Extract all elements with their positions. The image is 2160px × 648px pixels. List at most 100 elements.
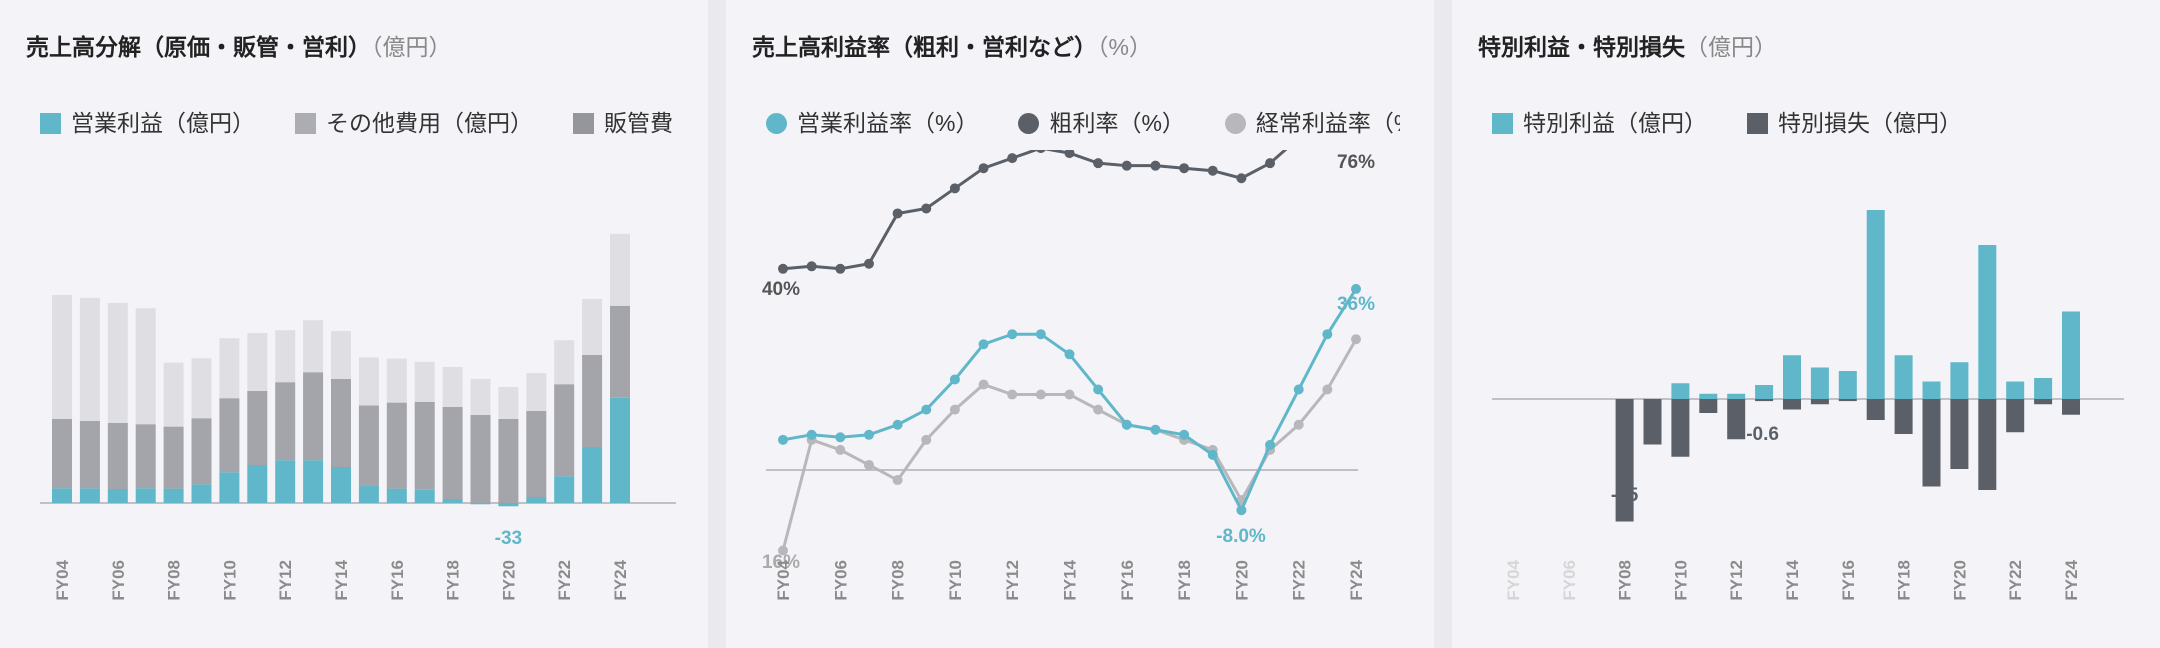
point-operating-margin	[806, 429, 817, 440]
legend: 特別利益（億円） 特別損失（億円）	[1466, 104, 2126, 140]
bar-operating-profit	[275, 460, 296, 503]
bar-operating-profit	[498, 503, 519, 507]
legend-swatch	[1018, 113, 1040, 134]
point-gross-margin	[1036, 150, 1046, 154]
point-ordinary-margin	[1093, 404, 1104, 415]
legend-item-extraordinary-gain[interactable]: 特別利益（億円）	[1492, 104, 1707, 138]
point-ordinary-margin	[978, 379, 989, 390]
x-tick-label: FY04	[774, 559, 793, 600]
legend-item-extraordinary-loss[interactable]: 特別損失（億円）	[1747, 104, 1962, 138]
x-tick-label: FY12	[1003, 560, 1022, 601]
bar-operating-profit	[163, 488, 184, 503]
legend-item-sga[interactable]: 販管費	[573, 104, 673, 138]
x-tick-label: FY16	[1118, 560, 1137, 601]
x-tick-label: FY10	[946, 560, 965, 601]
bar-extraordinary-gain	[2006, 381, 2025, 399]
legend-item-other-costs[interactable]: その他費用（億円）	[295, 104, 533, 138]
bar-extraordinary-gain	[1894, 355, 1913, 399]
x-tick-label: FY16	[388, 560, 407, 601]
bar-extraordinary-gain	[1866, 210, 1885, 399]
point-ordinary-margin	[1351, 334, 1361, 345]
bar-operating-profit	[52, 488, 72, 503]
point-operating-margin	[1007, 329, 1018, 340]
bar-other-costs	[358, 405, 379, 486]
point-ordinary-margin	[1064, 389, 1075, 400]
x-tick-label: FY18	[1175, 560, 1194, 601]
bar-sga	[247, 333, 268, 391]
bar-extraordinary-loss	[1894, 399, 1913, 434]
point-ordinary-margin	[778, 545, 788, 556]
legend-item-operating-margin[interactable]: 営業利益率（%）	[766, 104, 978, 138]
x-tick-label: FY22	[555, 560, 574, 601]
bar-other-costs	[470, 415, 491, 503]
legend-item-ordinary-margin[interactable]: 経常利益率（%	[1224, 104, 1400, 138]
bar-other-costs	[386, 402, 407, 489]
point-operating-margin	[1179, 429, 1190, 440]
bar-extraordinary-gain	[1978, 245, 1997, 399]
point-gross-margin	[1093, 158, 1104, 169]
revenue-breakdown-chart: -33 FY04 FY06 FY08 FY10 FY12 FY14 FY16 FY18 FY20 F…	[40, 233, 676, 601]
bar-operating-profit	[554, 476, 575, 503]
bar-other-costs	[414, 401, 435, 490]
point-operating-margin	[1265, 439, 1276, 450]
bar-sga	[470, 379, 491, 415]
bar-other-costs	[191, 418, 212, 485]
legend-item-operating-profit[interactable]: 営業利益（億円）	[40, 104, 255, 138]
bar-operating-profit	[303, 460, 324, 503]
bar-other-costs	[610, 305, 630, 398]
bar-sga	[275, 330, 296, 383]
x-tick-label: FY24	[611, 559, 630, 600]
x-tick-label: FY20	[1232, 560, 1251, 601]
x-tick-label: FY08	[1616, 560, 1635, 601]
point-ordinary-margin	[1035, 389, 1046, 400]
bar-operating-profit	[219, 472, 240, 503]
x-tick-label: FY22	[1290, 560, 1309, 601]
point-operating-margin	[1236, 505, 1247, 516]
point-gross-margin	[863, 258, 874, 269]
bar-extraordinary-loss	[1643, 399, 1662, 445]
bar-extraordinary-loss	[1783, 399, 1801, 410]
data-label: 40%	[762, 279, 800, 300]
bar-other-costs	[526, 411, 547, 497]
bar-sga	[163, 362, 184, 427]
bar-extraordinary-loss	[2034, 399, 2053, 405]
legend-item-gross-margin[interactable]: 粗利率（%）	[1018, 104, 1185, 138]
point-operating-margin	[892, 419, 903, 430]
x-tick-label: FY24	[2062, 559, 2081, 600]
chart-title: 売上高分解（原価・販管・営利）（億円）	[26, 34, 452, 60]
bar-extraordinary-loss	[1866, 399, 1885, 420]
bar-sga	[107, 303, 128, 423]
point-gross-margin	[806, 261, 817, 272]
bar-operating-profit	[526, 497, 547, 503]
bar-other-costs	[303, 372, 324, 461]
point-gross-margin	[949, 183, 960, 194]
x-tick-label: FY14	[1061, 559, 1080, 600]
legend-swatch	[1747, 113, 1768, 134]
point-ordinary-margin	[1007, 389, 1018, 400]
x-tick-label: FY04	[53, 559, 72, 600]
point-operating-margin	[1035, 329, 1046, 340]
point-operating-margin	[778, 434, 788, 445]
data-label: 16%	[762, 552, 800, 573]
x-tick-label: FY08	[165, 560, 184, 601]
point-operating-margin	[978, 339, 989, 350]
bar-extraordinary-gain	[2062, 311, 2080, 399]
x-tick-label: FY14	[332, 559, 351, 600]
bar-other-costs	[442, 407, 463, 499]
bar-sga	[526, 373, 547, 411]
point-gross-margin	[1150, 160, 1161, 171]
bar-extraordinary-loss	[1950, 399, 1969, 469]
x-tick-label: FY18	[1895, 560, 1914, 601]
bar-extraordinary-gain	[1671, 383, 1690, 399]
legend-swatch	[573, 113, 594, 134]
point-gross-margin	[1121, 160, 1132, 171]
bar-extraordinary-gain	[1922, 381, 1941, 399]
x-tick-label: FY06	[109, 560, 128, 601]
bar-extraordinary-loss	[1671, 399, 1690, 457]
bar-sga	[303, 320, 324, 373]
x-tick-label: FY10	[1671, 560, 1690, 601]
x-tick-label: FY12	[1727, 560, 1746, 601]
bar-other-costs	[247, 391, 268, 465]
point-gross-margin	[921, 203, 932, 214]
point-gross-margin	[1207, 165, 1218, 176]
